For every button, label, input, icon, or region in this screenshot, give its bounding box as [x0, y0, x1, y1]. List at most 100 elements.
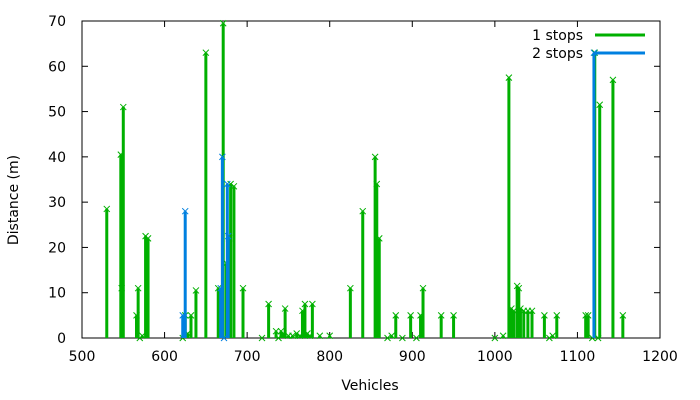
marker-stroke — [541, 312, 548, 319]
x-tick-label: 1100 — [560, 349, 596, 365]
legend-label: 2 stops — [532, 46, 583, 62]
marker-stroke — [134, 284, 142, 292]
x-tick-label: 700 — [234, 349, 261, 365]
series-1 — [103, 19, 627, 342]
marker-stroke — [371, 153, 379, 161]
marker-stroke — [219, 19, 227, 27]
marker-stroke — [582, 312, 590, 319]
marker-stroke — [437, 312, 445, 319]
marker-stroke — [375, 235, 383, 242]
legend: 1 stops 2 stops — [532, 28, 645, 62]
marker-stroke — [223, 180, 231, 188]
plot-area — [103, 19, 627, 342]
x-tick-label: 1200 — [642, 349, 678, 365]
data-point — [144, 235, 152, 242]
marker-stroke — [219, 153, 226, 161]
y-tick-label: 30 — [48, 195, 66, 211]
legend-label: 1 stops — [532, 28, 583, 44]
marker-stroke — [517, 305, 524, 312]
legend-item: 1 stops — [532, 28, 645, 44]
data-point — [491, 334, 499, 342]
x-tick-label: 500 — [69, 349, 96, 365]
data-point — [596, 101, 604, 109]
data-point — [272, 327, 280, 335]
marker-stroke — [450, 312, 457, 319]
series-2 — [179, 49, 598, 342]
marker-stroke — [407, 312, 414, 319]
y-tick-label: 20 — [48, 240, 66, 256]
y-tick-label: 60 — [48, 59, 66, 75]
data-point — [103, 205, 111, 213]
data-point — [505, 74, 513, 81]
y-tick-label: 50 — [48, 105, 66, 121]
marker-stroke — [491, 334, 499, 342]
data-point — [590, 49, 598, 57]
data-point — [223, 180, 231, 188]
data-point — [499, 332, 507, 340]
y-tick-label: 40 — [48, 150, 66, 166]
marker-stroke — [373, 180, 381, 188]
marker-stroke — [258, 334, 266, 342]
marker-stroke — [103, 205, 111, 213]
marker-stroke — [413, 334, 420, 342]
y-axis-label: Distance (m) — [6, 155, 22, 245]
marker-stroke — [316, 332, 324, 340]
marker-stroke — [309, 300, 316, 308]
x-axis-label: Vehicles — [341, 378, 398, 394]
marker-stroke — [392, 312, 400, 319]
marker-stroke — [619, 312, 627, 319]
marker-stroke — [181, 207, 189, 215]
marker-stroke — [144, 235, 152, 242]
marker-stroke — [224, 232, 232, 240]
data-point — [202, 49, 210, 57]
marker-stroke — [499, 332, 507, 340]
marker-stroke — [281, 305, 289, 312]
data-point — [230, 182, 238, 190]
plot-frame — [81, 20, 661, 339]
data-point — [224, 232, 232, 240]
data-point — [549, 332, 557, 340]
marker-stroke — [505, 74, 513, 81]
data-point — [437, 312, 445, 319]
marker-stroke — [596, 101, 604, 109]
marker-stroke — [265, 300, 272, 308]
marker-stroke — [293, 330, 301, 337]
data-point — [134, 284, 142, 292]
x-tick-label: 600 — [151, 349, 178, 365]
marker-stroke — [609, 76, 617, 84]
data-point — [289, 332, 296, 340]
x-tick-label: 1000 — [477, 349, 513, 365]
data-point — [450, 312, 457, 319]
data-point — [239, 284, 247, 292]
marker-stroke — [359, 207, 367, 215]
data-point — [187, 312, 195, 319]
data-point — [347, 284, 354, 292]
data-point — [281, 305, 289, 312]
data-point — [541, 312, 548, 319]
marker-stroke — [214, 284, 222, 292]
data-point — [301, 300, 309, 308]
data-point — [392, 312, 400, 319]
marker-stroke — [347, 284, 354, 292]
data-point — [413, 334, 420, 342]
data-point — [309, 300, 316, 308]
data-point — [373, 180, 381, 188]
marker-stroke — [590, 49, 598, 57]
data-point — [326, 332, 334, 340]
marker-stroke — [584, 312, 592, 319]
data-point — [399, 334, 406, 342]
data-point — [517, 305, 524, 312]
x-tick-label: 800 — [316, 349, 343, 365]
data-point — [371, 153, 379, 161]
y-tick-label: 0 — [57, 331, 66, 347]
y-tick-label: 10 — [48, 286, 66, 302]
marker-stroke — [272, 327, 280, 335]
data-point — [384, 334, 391, 342]
data-point — [584, 312, 592, 319]
data-point — [619, 312, 627, 319]
marker-stroke — [289, 332, 296, 340]
marker-stroke — [419, 284, 427, 292]
marker-stroke — [553, 312, 561, 319]
marker-stroke — [388, 332, 395, 340]
